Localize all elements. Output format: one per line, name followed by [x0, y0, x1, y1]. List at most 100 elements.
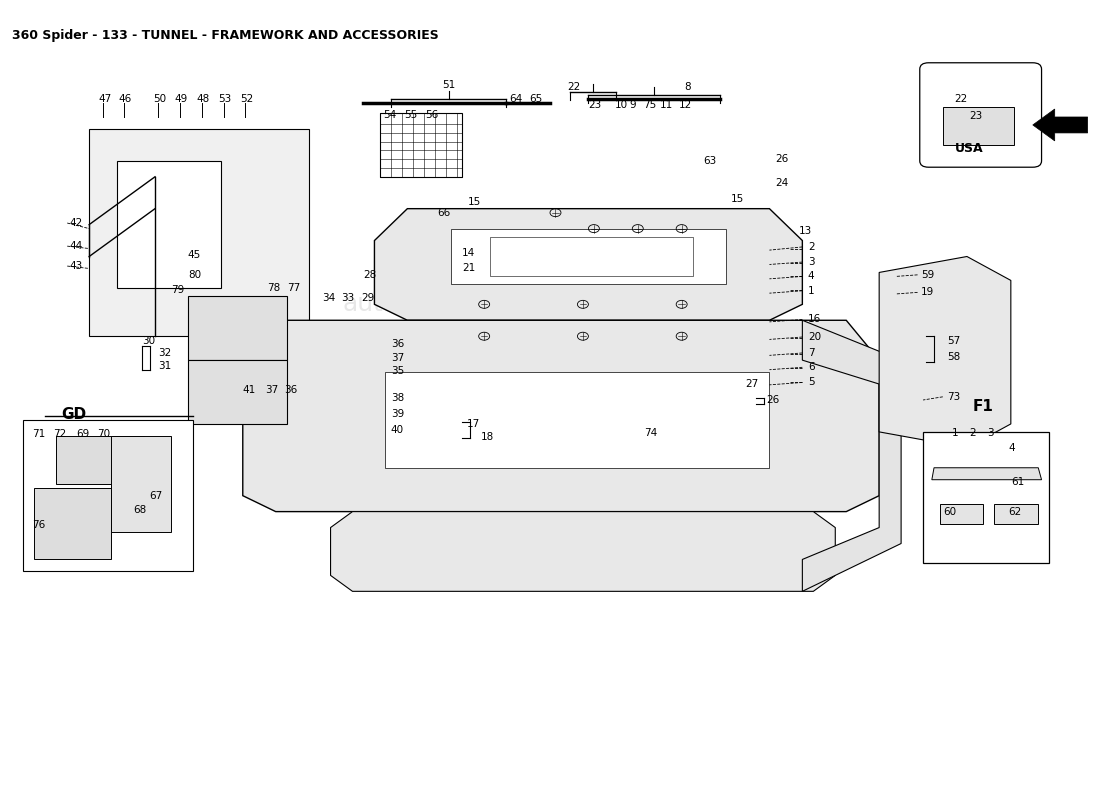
- Text: 68: 68: [133, 505, 146, 515]
- Polygon shape: [188, 360, 287, 424]
- Text: 32: 32: [158, 348, 172, 358]
- Text: 1: 1: [807, 286, 814, 296]
- Text: 15: 15: [732, 194, 745, 204]
- Polygon shape: [331, 512, 835, 591]
- Text: 13: 13: [799, 226, 812, 236]
- Text: 3: 3: [807, 257, 814, 267]
- FancyBboxPatch shape: [920, 62, 1042, 167]
- Text: 18: 18: [481, 433, 494, 442]
- Text: 61: 61: [1011, 477, 1024, 487]
- Text: 33: 33: [341, 293, 355, 303]
- Text: 40: 40: [390, 426, 404, 435]
- Text: 62: 62: [1009, 506, 1022, 517]
- Text: 36: 36: [285, 386, 298, 395]
- Text: 66: 66: [437, 208, 450, 218]
- Text: 59: 59: [921, 270, 934, 280]
- Text: 56: 56: [425, 110, 438, 119]
- Text: 48: 48: [197, 94, 210, 105]
- Text: 26: 26: [767, 395, 780, 405]
- Text: 46: 46: [119, 94, 132, 105]
- Text: 4: 4: [1009, 443, 1015, 453]
- Text: 47: 47: [98, 94, 111, 105]
- Polygon shape: [188, 296, 287, 360]
- Text: 60: 60: [943, 506, 956, 517]
- Text: 27: 27: [746, 379, 759, 389]
- Text: 50: 50: [153, 94, 166, 105]
- Text: 31: 31: [158, 361, 172, 370]
- Text: 77: 77: [287, 283, 300, 294]
- Bar: [117, 161, 221, 288]
- Bar: [943, 106, 1014, 145]
- Text: 14: 14: [462, 247, 475, 258]
- Polygon shape: [34, 488, 111, 559]
- Polygon shape: [932, 468, 1042, 480]
- Text: 2: 2: [969, 429, 976, 438]
- Polygon shape: [56, 436, 144, 484]
- Text: 63: 63: [704, 156, 717, 166]
- Text: 51: 51: [442, 80, 455, 90]
- Text: 65: 65: [529, 94, 542, 105]
- Text: 37: 37: [390, 353, 404, 362]
- Text: 42: 42: [69, 218, 82, 228]
- Bar: [23, 420, 194, 571]
- Text: 55: 55: [404, 110, 417, 119]
- Text: 4: 4: [807, 271, 814, 282]
- Text: 5: 5: [807, 378, 814, 387]
- Text: 58: 58: [947, 352, 960, 362]
- Bar: [923, 432, 1049, 563]
- Text: 20: 20: [807, 332, 821, 342]
- Text: 16: 16: [807, 314, 821, 325]
- Polygon shape: [111, 436, 172, 531]
- Polygon shape: [1033, 109, 1088, 141]
- Text: 41: 41: [243, 386, 256, 395]
- Text: 22: 22: [568, 82, 581, 93]
- Text: 22: 22: [954, 94, 967, 105]
- Text: 72: 72: [53, 430, 66, 439]
- Text: 24: 24: [774, 178, 789, 188]
- Text: 74: 74: [645, 429, 658, 438]
- Text: 26: 26: [774, 154, 789, 164]
- Polygon shape: [994, 504, 1038, 523]
- Text: 43: 43: [69, 261, 82, 271]
- Text: 75: 75: [644, 100, 657, 110]
- Text: 34: 34: [322, 293, 335, 303]
- Text: autosources: autosources: [342, 292, 495, 316]
- Text: 54: 54: [383, 110, 396, 119]
- Text: 67: 67: [150, 490, 163, 501]
- Text: 10: 10: [615, 100, 628, 110]
- Text: 30: 30: [142, 336, 155, 346]
- Polygon shape: [243, 320, 879, 512]
- Text: 71: 71: [32, 430, 45, 439]
- Text: 1: 1: [952, 429, 958, 438]
- Bar: [451, 229, 726, 285]
- Polygon shape: [374, 209, 802, 320]
- Polygon shape: [879, 257, 1011, 448]
- Text: 9: 9: [629, 100, 636, 110]
- Text: 3: 3: [987, 429, 993, 438]
- Text: 49: 49: [175, 94, 188, 105]
- Text: 79: 79: [172, 285, 185, 295]
- Polygon shape: [939, 504, 983, 523]
- Text: 8: 8: [684, 82, 691, 93]
- Polygon shape: [89, 129, 309, 336]
- Polygon shape: [802, 320, 901, 591]
- Text: 78: 78: [267, 283, 280, 294]
- Text: 44: 44: [69, 241, 82, 251]
- Text: 23: 23: [588, 100, 602, 110]
- Text: 6: 6: [807, 362, 814, 372]
- Text: 76: 76: [32, 520, 45, 530]
- Bar: [385, 372, 769, 468]
- Text: 12: 12: [679, 100, 692, 110]
- Text: 36: 36: [390, 339, 404, 349]
- Text: 28: 28: [363, 270, 376, 280]
- Text: 11: 11: [660, 100, 673, 110]
- Text: 53: 53: [219, 94, 232, 105]
- Text: 70: 70: [97, 430, 110, 439]
- Text: 360 Spider - 133 - TUNNEL - FRAMEWORK AND ACCESSORIES: 360 Spider - 133 - TUNNEL - FRAMEWORK AN…: [12, 30, 439, 42]
- Text: 17: 17: [466, 419, 480, 429]
- Text: 38: 38: [390, 394, 404, 403]
- Text: 7: 7: [807, 348, 814, 358]
- Text: USA: USA: [955, 142, 983, 155]
- Text: 73: 73: [947, 392, 960, 402]
- Text: 80: 80: [188, 270, 201, 280]
